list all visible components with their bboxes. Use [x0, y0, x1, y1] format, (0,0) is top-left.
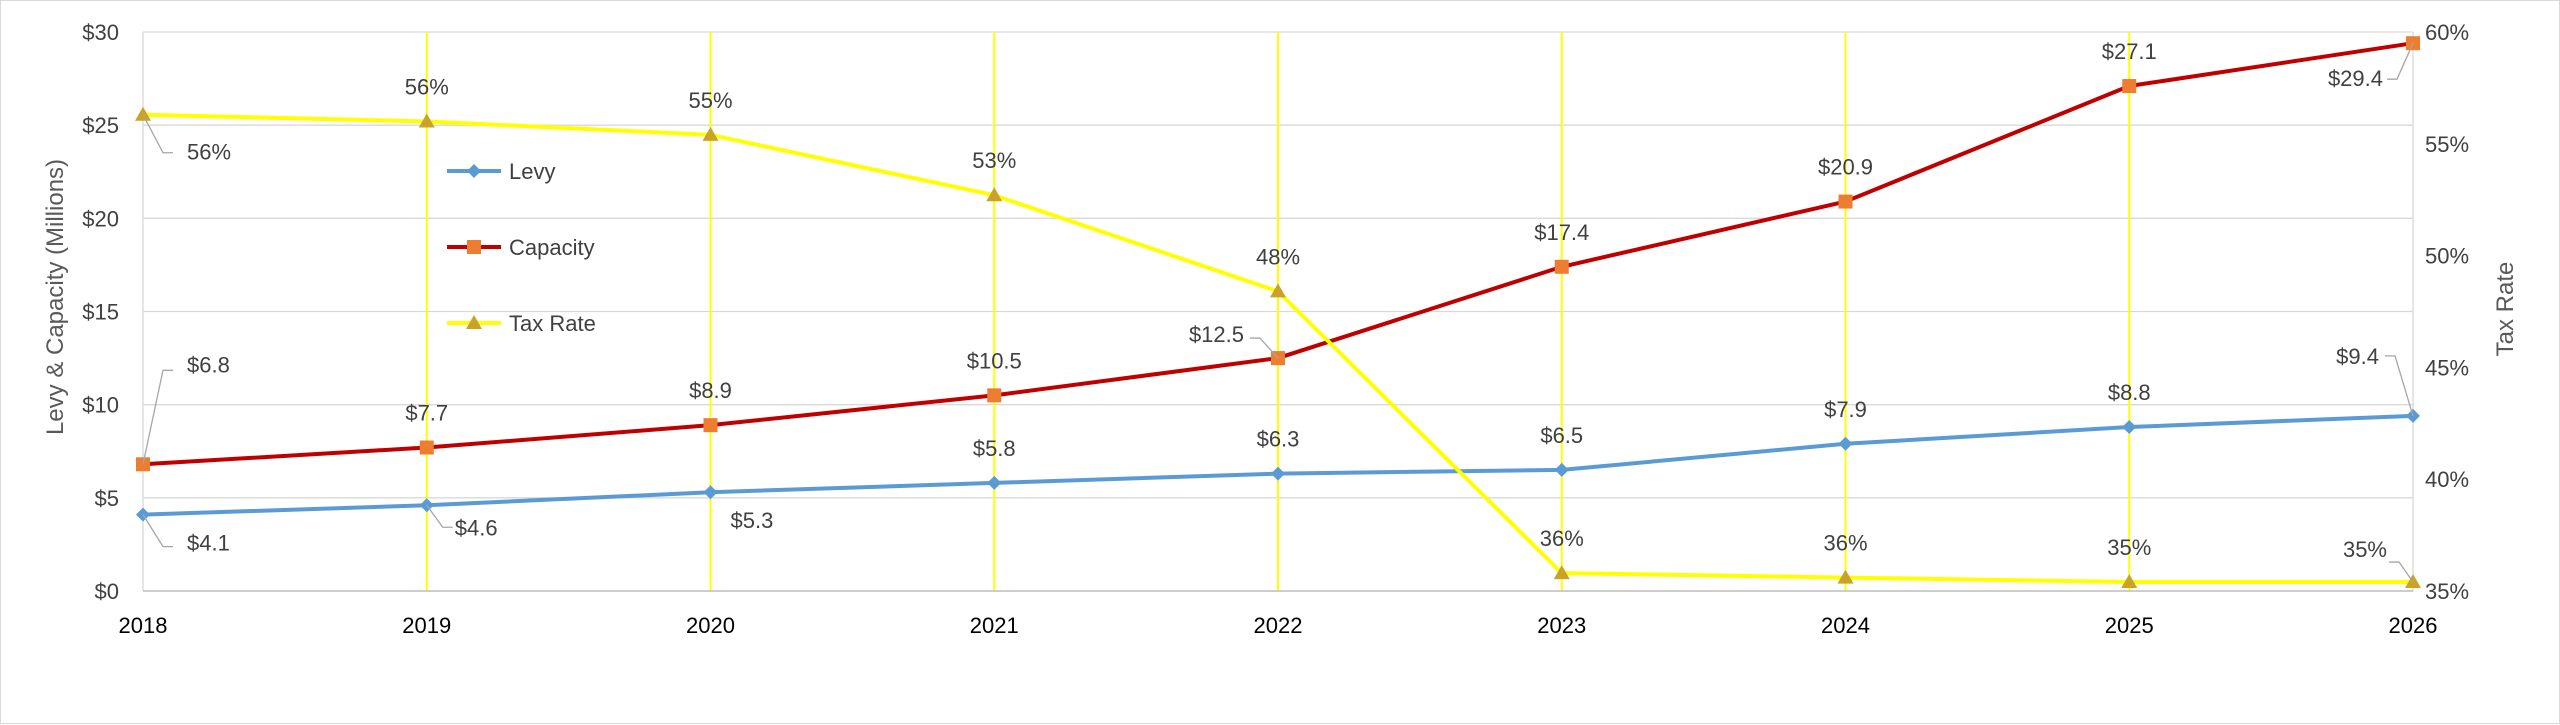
levy-data-label: $7.9 — [1824, 397, 1867, 422]
y-tick-label-right: 45% — [2425, 355, 2469, 380]
tax-rate-data-label: 35% — [2343, 537, 2387, 562]
capacity-data-label: $7.7 — [405, 401, 448, 426]
axes: $0 $5 $10 $15 $20 $25 $30 35% 40% 45% 50% 55% 60% 201… — [82, 20, 2469, 638]
y-tick-label-left: $20 — [82, 206, 119, 231]
legend-capacity-label: Capacity — [509, 235, 595, 260]
tax-rate-point — [1553, 565, 1570, 580]
tax-rate-data-label: 36% — [1823, 531, 1867, 556]
tax-rate-point — [702, 126, 719, 141]
tax-rate-data-label: 35% — [2107, 535, 2151, 560]
capacity-leader-line — [142, 369, 173, 465]
levy-leader-line — [2385, 355, 2414, 417]
capacity-data-label: $12.5 — [1189, 322, 1244, 347]
tax-rate-point — [418, 113, 435, 128]
x-tick-label: 2019 — [402, 613, 451, 638]
x-tick-label: 2021 — [970, 613, 1019, 638]
tax-rate-data-label: 53% — [972, 148, 1016, 173]
y-tick-label-right: 35% — [2425, 579, 2469, 604]
x-tick-label: 2023 — [1537, 613, 1586, 638]
legend-levy-marker — [467, 164, 481, 178]
x-tick-label: 2025 — [2105, 613, 2154, 638]
levy-point — [1554, 462, 1569, 477]
tax-rate-data-label: 48% — [1256, 244, 1300, 269]
tax-rate-data-label: 36% — [1540, 526, 1584, 551]
levy-data-label: $6.5 — [1540, 423, 1583, 448]
y-tick-label-left: $0 — [95, 579, 119, 604]
levy-data-label: $6.3 — [1257, 427, 1300, 452]
capacity-leader-line — [2387, 42, 2414, 80]
y-tick-label-left: $30 — [82, 20, 119, 45]
levy-point — [2122, 420, 2137, 435]
levy-point — [703, 485, 718, 500]
capacity-point — [419, 440, 434, 455]
tax-rate-data-label: 56% — [187, 140, 231, 165]
legend-levy-label: Levy — [509, 159, 555, 184]
capacity-point — [2122, 79, 2137, 94]
levy-data-label: $9.4 — [2336, 344, 2379, 369]
levy-data-label: $4.1 — [187, 531, 230, 556]
y-tick-label-right: 55% — [2425, 132, 2469, 157]
levy-point — [1838, 436, 1853, 451]
capacity-point — [703, 418, 718, 433]
capacity-point — [987, 388, 1002, 403]
levy-data-label: $5.8 — [973, 436, 1016, 461]
levy-point — [1271, 466, 1285, 481]
y-axis-title-right: Tax Rate — [2492, 262, 2519, 357]
tax-rate-leader-line — [142, 114, 173, 154]
tax-rate-point — [1837, 569, 1854, 584]
x-tick-label: 2020 — [686, 613, 735, 638]
tax-rate-data-label: 56% — [405, 74, 449, 99]
levy-leader-line — [426, 504, 453, 528]
capacity-data-label: $10.5 — [967, 348, 1022, 373]
capacity-data-label: $20.9 — [1818, 155, 1873, 180]
tax-rate-point — [1270, 283, 1286, 298]
series-group — [135, 36, 2421, 589]
capacity-point — [1838, 194, 1853, 209]
legend-tax-rate-label: Tax Rate — [509, 311, 596, 336]
y-axis-title-left: Levy & Capacity (Millions) — [42, 159, 69, 435]
tax-rate-point — [986, 187, 1003, 202]
y-tick-label-right: 60% — [2425, 20, 2469, 45]
capacity-data-label: $6.8 — [187, 352, 230, 377]
capacity-data-label: $8.9 — [689, 378, 732, 403]
y-tick-label-left: $5 — [95, 486, 119, 511]
tax-rate-leader-line — [2389, 561, 2414, 583]
y-tick-label-left: $15 — [82, 300, 119, 325]
tax-rate-point — [135, 106, 151, 121]
y-tick-label-right: 40% — [2425, 467, 2469, 492]
capacity-data-label: $27.1 — [2102, 39, 2157, 64]
legend: Levy Capacity Tax Rate — [447, 159, 596, 336]
capacity-data-label: $17.4 — [1534, 220, 1589, 245]
x-tick-label: 2022 — [1254, 613, 1303, 638]
y-tick-label-left: $10 — [82, 393, 119, 418]
levy-leader-line — [142, 514, 173, 548]
x-tick-label: 2024 — [1821, 613, 1870, 638]
legend-tax-rate-marker — [466, 315, 482, 329]
tax-rate-data-label: 55% — [688, 88, 732, 113]
x-tick-label: 2018 — [119, 613, 168, 638]
tax-rate-point — [2121, 574, 2138, 589]
levy-data-label: $5.3 — [731, 508, 774, 533]
legend-capacity-marker — [467, 240, 481, 254]
data-labels: $4.1 $4.6 $5.3 $5.8 $6.3 $6.5 $7.9 $8.8 $9.4 $6.8… — [142, 39, 2414, 583]
y-tick-label-right: 50% — [2425, 244, 2469, 269]
levy-data-label: $8.8 — [2108, 380, 2151, 405]
capacity-point — [1554, 259, 1569, 274]
y-tick-label-left: $25 — [82, 113, 119, 138]
capacity-data-label: $29.4 — [2328, 66, 2383, 91]
capacity-leader-line — [1250, 337, 1279, 359]
x-tick-label: 2026 — [2389, 613, 2438, 638]
levy-point — [419, 498, 434, 513]
levy-point — [987, 475, 1002, 490]
levy-data-label: $4.6 — [455, 515, 498, 540]
drop-lines — [425, 32, 2131, 591]
